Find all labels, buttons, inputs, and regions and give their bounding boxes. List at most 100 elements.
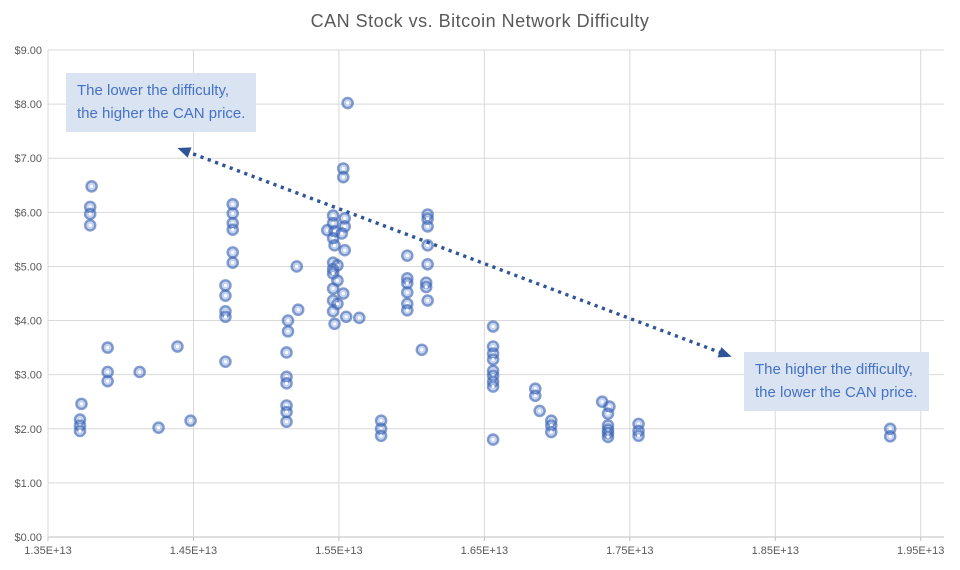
data-point-center (426, 243, 430, 247)
data-point-center (188, 419, 193, 423)
trend-arrow-head (177, 147, 192, 158)
data-point-center (379, 419, 383, 423)
y-tick-label: $9.00 (14, 45, 42, 57)
data-point-center (231, 261, 235, 265)
data-point-center (138, 370, 142, 374)
data-point-center (286, 318, 290, 323)
data-point-center (549, 430, 553, 434)
x-tick-label: 1.75E+13 (606, 545, 653, 557)
data-point-center (426, 217, 430, 221)
x-tick-label: 1.95E+13 (897, 545, 944, 557)
data-point-center (106, 370, 110, 374)
data-point-center (346, 101, 350, 105)
data-point-center (78, 429, 82, 433)
data-point-center (491, 384, 495, 389)
y-tick-label: $4.00 (14, 316, 42, 328)
data-point-center (888, 434, 892, 438)
data-point-center (344, 315, 348, 319)
data-point-center (533, 394, 537, 398)
y-tick-label: $7.00 (14, 153, 42, 165)
y-tick-label: $1.00 (14, 478, 42, 490)
data-point-center (286, 329, 290, 333)
data-point-center (379, 434, 383, 438)
data-point-center (284, 350, 289, 355)
y-tick-label: $0.00 (14, 532, 42, 544)
y-tick-label: $6.00 (14, 207, 42, 219)
data-point-center (223, 283, 228, 287)
x-tick-label: 1.35E+13 (24, 545, 71, 557)
data-point-center (600, 400, 604, 404)
data-point-center (491, 438, 495, 442)
data-point-center (343, 224, 347, 229)
data-point-center (332, 243, 337, 247)
y-tick-label: $3.00 (14, 370, 42, 382)
data-point-center (79, 402, 84, 406)
data-point-center (343, 248, 347, 252)
data-point-center (223, 360, 228, 364)
data-point-center (405, 254, 409, 258)
data-point-center (88, 212, 92, 216)
data-point-center (331, 309, 335, 313)
data-point-center (341, 166, 345, 171)
data-point-center (231, 250, 235, 254)
data-point-center (296, 308, 300, 312)
data-point-center (341, 291, 345, 296)
x-tick-label: 1.55E+13 (315, 545, 362, 557)
annotation-lower-difficulty: The lower the difficulty, the higher the… (66, 73, 257, 132)
data-point-center (538, 409, 542, 413)
y-tick-label: $2.00 (14, 424, 42, 436)
data-point-center (636, 434, 641, 438)
data-point-center (231, 211, 235, 216)
data-point-center (331, 221, 335, 225)
y-tick-label: $8.00 (14, 99, 42, 111)
data-point-center (343, 216, 347, 220)
data-point-center (405, 281, 409, 285)
data-point-center (88, 223, 92, 227)
data-point-center (340, 231, 344, 236)
data-point-center (341, 175, 345, 179)
x-tick-label: 1.45E+13 (170, 545, 217, 557)
data-point-center (223, 294, 228, 298)
trend-arrow-head (717, 347, 732, 358)
data-point-center (106, 346, 110, 350)
data-point-center (295, 264, 299, 269)
data-point-center (426, 262, 430, 266)
data-point-center (223, 315, 228, 319)
annotation-higher-difficulty: The higher the difficulty, the lower the… (744, 352, 929, 411)
data-point-center (426, 224, 430, 229)
data-point-center (606, 412, 610, 416)
data-point-center (335, 278, 340, 283)
data-point-center (405, 308, 409, 312)
x-tick-label: 1.85E+13 (752, 545, 799, 557)
data-point-center (156, 426, 161, 430)
chart-title: CAN Stock vs. Bitcoin Network Difficulty (310, 11, 650, 31)
data-point-center (106, 379, 110, 383)
data-point-center (284, 410, 289, 414)
data-point-center (325, 228, 329, 232)
annotation-line: The lower the difficulty, (77, 82, 230, 99)
data-point-center (491, 324, 495, 329)
data-point-center (424, 285, 428, 289)
data-point-center (606, 435, 610, 439)
data-point-center (332, 322, 337, 326)
trend-arrow-line (185, 149, 724, 356)
data-point-center (90, 184, 94, 188)
x-tick-label: 1.65E+13 (461, 545, 508, 557)
data-point-center (420, 348, 424, 352)
y-tick-label: $5.00 (14, 261, 42, 273)
annotation-line: The higher the difficulty, (755, 361, 913, 378)
data-point-center (175, 344, 180, 349)
data-point-center (426, 298, 430, 303)
data-point-center (405, 290, 409, 295)
data-point-center (335, 302, 340, 306)
data-point-center (231, 202, 235, 206)
data-point-center (331, 287, 335, 291)
data-point-center (231, 228, 235, 232)
annotation-line: the higher the CAN price. (77, 105, 246, 123)
data-point-center (331, 271, 335, 276)
data-point-center (284, 420, 289, 424)
data-point-center (284, 381, 289, 385)
data-point-center (357, 316, 361, 320)
data-point-center (888, 427, 892, 431)
